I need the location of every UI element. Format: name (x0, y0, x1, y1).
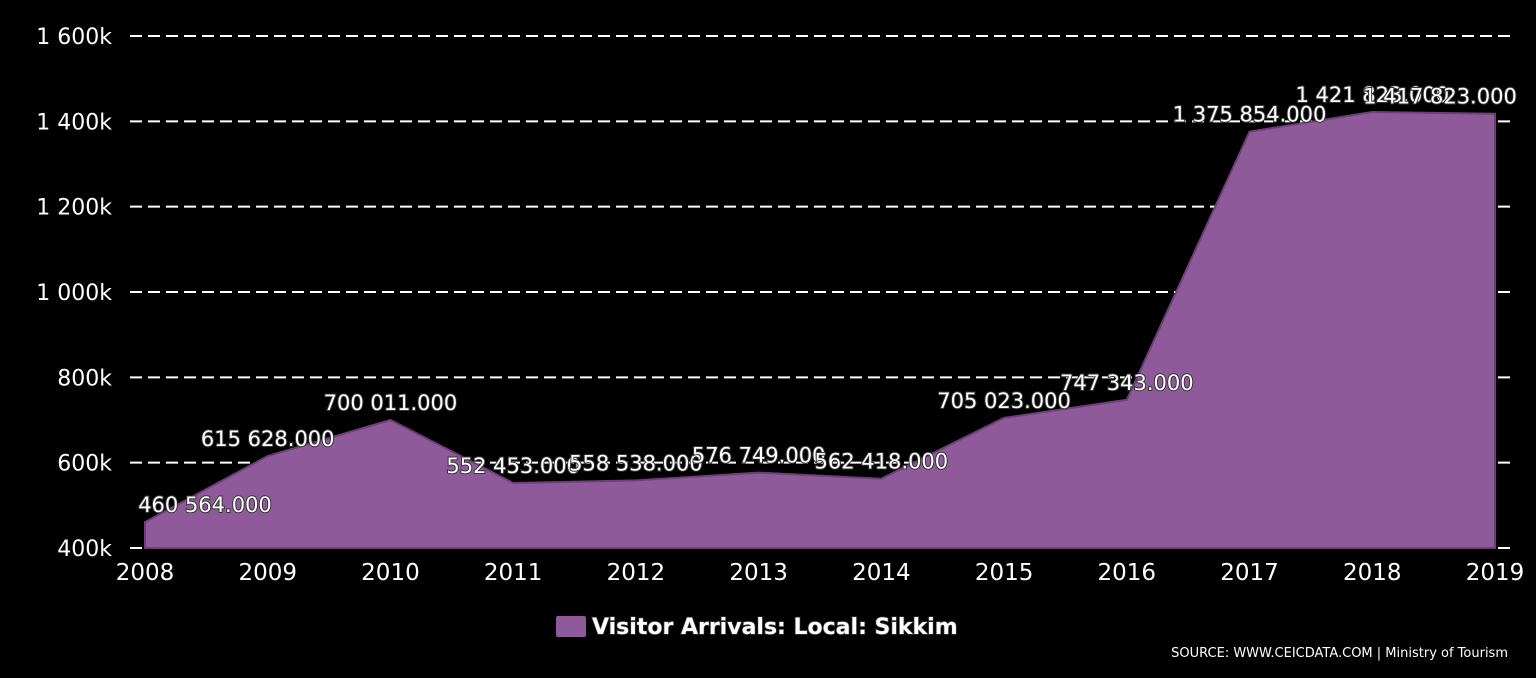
data-labels: 460 564.000 615 628.000 700 011.000 552 453… (137, 82, 1518, 518)
data-label: 747 343.000 (1060, 371, 1194, 395)
data-label: 1 421 823.000 (1295, 83, 1449, 107)
y-tick-label: 1 600k (36, 25, 112, 50)
source-note: SOURCE: WWW.CEICDATA.COM | Ministry of T… (1171, 646, 1508, 661)
data-label: 1 417 823.000 (1363, 85, 1517, 109)
y-tick-label: 1 000k (36, 281, 112, 306)
x-tick-label: 2016 (1098, 560, 1157, 586)
x-tick-label: 2008 (116, 560, 175, 586)
data-label: 460 564.000 (138, 493, 272, 517)
data-label: 705 023.000 (937, 389, 1071, 413)
data-label: 576 749.000 (692, 444, 826, 468)
x-tick-label: 2013 (729, 560, 788, 586)
x-tick-label: 2012 (607, 560, 666, 586)
legend-swatch (556, 616, 586, 637)
x-tick-label: 2014 (852, 560, 911, 586)
y-axis-ticks: 400k 600k 800k 1 000k 1 200k 1 400k 1 600k (36, 25, 112, 562)
y-tick-label: 1 400k (36, 110, 112, 135)
y-tick-label: 600k (57, 452, 112, 477)
x-tick-label: 2011 (484, 560, 543, 586)
data-label: 1 375 854.000 (1173, 103, 1327, 127)
y-tick-label: 400k (57, 537, 112, 562)
legend-label: Visitor Arrivals: Local: Sikkim (592, 615, 958, 640)
y-tick-label: 1 200k (36, 196, 112, 221)
x-tick-label: 2009 (238, 560, 297, 586)
y-tick-label: 800k (57, 366, 112, 391)
data-label: 558 538.000 (569, 451, 703, 475)
data-label: 700 011.000 (324, 391, 458, 415)
data-label: 552 453.000 (446, 454, 580, 478)
x-tick-label: 2019 (1466, 560, 1525, 586)
data-label: 562 418.000 (815, 450, 949, 474)
data-label: 615 628.000 (201, 427, 335, 451)
x-tick-label: 2017 (1220, 560, 1279, 586)
legend: Visitor Arrivals: Local: Sikkim (556, 614, 958, 641)
x-axis-ticks: 2008 2009 2010 2011 2012 2013 2014 2015 2016 2017… (116, 560, 1525, 586)
series-area-fill (144, 111, 1496, 549)
series-area (144, 111, 1496, 549)
x-tick-label: 2010 (361, 560, 420, 586)
x-tick-label: 2018 (1343, 560, 1402, 586)
x-tick-label: 2015 (975, 560, 1034, 586)
